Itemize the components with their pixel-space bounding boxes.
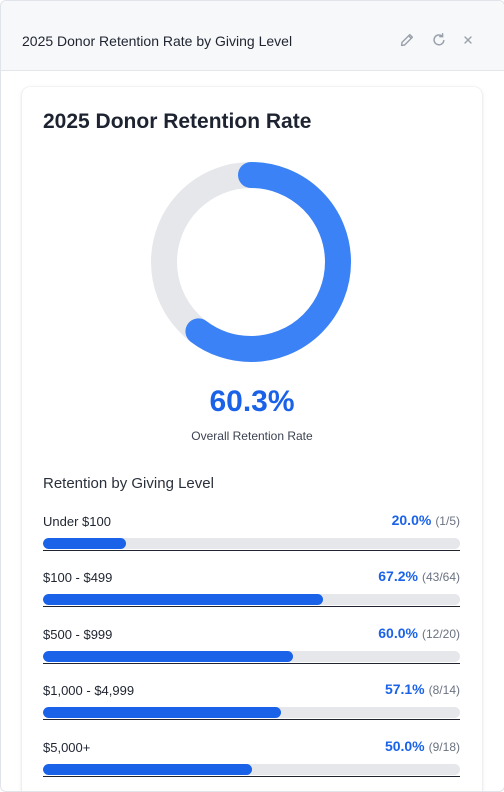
level-count: (12/20) (421, 627, 460, 641)
level-progress-fill (43, 764, 252, 775)
level-row: Under $100 20.0% (1/5) (43, 512, 460, 564)
level-label: $100 - $499 (43, 570, 113, 585)
level-percent: 57.1% (384, 681, 425, 697)
level-progress-track (43, 651, 460, 662)
level-row: $500 - $999 60.0% (12/20) (43, 625, 460, 677)
divider (43, 719, 460, 720)
level-count: (9/18) (428, 740, 460, 754)
pencil-icon[interactable] (397, 30, 417, 50)
level-stats: 57.1% (8/14) (385, 681, 460, 699)
level-progress-track (43, 764, 460, 775)
level-percent: 20.0% (391, 512, 432, 528)
level-stats: 67.2% (43/64) (378, 568, 460, 586)
section-title: Retention by Giving Level (43, 475, 214, 492)
level-count: (43/64) (421, 570, 460, 584)
overall-rate-caption: Overall Retention Rate (191, 429, 313, 443)
level-count: (1/5) (435, 514, 460, 528)
overall-rate-value: 60.3% (209, 385, 295, 418)
level-stats: 20.0% (1/5) (392, 512, 460, 530)
level-progress-track (43, 538, 460, 549)
level-row: $1,000 - $4,999 57.1% (8/14) (43, 681, 460, 733)
donut-progress-arc (151, 162, 351, 362)
level-stats: 60.0% (12/20) (378, 625, 460, 643)
level-label: $1,000 - $4,999 (43, 683, 135, 698)
divider (43, 606, 460, 607)
level-label: $500 - $999 (43, 627, 113, 642)
level-progress-track (43, 707, 460, 718)
level-row: $5,000+ 50.0% (9/18) (43, 738, 460, 790)
retention-card: 2025 Donor Retention Rate 60.3% Overall … (22, 87, 482, 791)
retention-donut (151, 162, 351, 362)
level-progress-fill (43, 707, 282, 718)
refresh-icon[interactable] (429, 30, 449, 50)
level-stats: 50.0% (9/18) (385, 738, 460, 756)
widget-title: 2025 Donor Retention Rate by Giving Leve… (22, 33, 293, 49)
widget-header: 2025 Donor Retention Rate by Giving Leve… (1, 1, 504, 71)
level-count: (8/14) (428, 683, 460, 697)
level-percent: 50.0% (384, 738, 425, 754)
level-row: $100 - $499 67.2% (43/64) (43, 568, 460, 620)
card-title: 2025 Donor Retention Rate (43, 110, 312, 133)
level-percent: 60.0% (378, 625, 418, 641)
close-icon[interactable] (458, 30, 478, 50)
divider (43, 663, 460, 664)
level-label: $5,000+ (43, 740, 91, 755)
level-progress-track (43, 594, 460, 605)
level-progress-fill (43, 538, 127, 549)
level-percent: 67.2% (378, 568, 418, 584)
level-label: Under $100 (43, 514, 111, 529)
level-progress-fill (43, 594, 324, 605)
divider (43, 550, 460, 551)
divider (43, 776, 460, 777)
level-progress-fill (43, 651, 294, 662)
